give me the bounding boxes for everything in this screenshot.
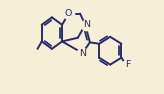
Text: O: O bbox=[65, 9, 72, 18]
Text: N: N bbox=[79, 49, 86, 58]
Text: F: F bbox=[125, 60, 130, 69]
Text: N: N bbox=[83, 20, 90, 29]
